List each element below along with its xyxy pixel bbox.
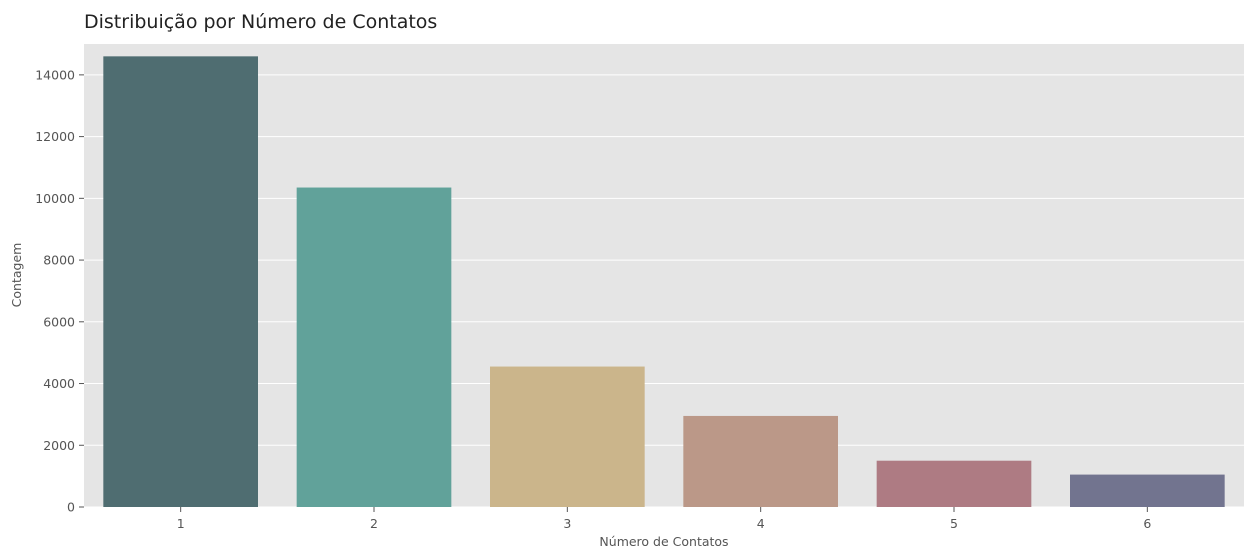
bar-1 bbox=[103, 56, 258, 507]
y-tick-label: 0 bbox=[67, 500, 75, 515]
x-tick-label: 5 bbox=[950, 516, 958, 531]
y-tick-label: 8000 bbox=[43, 253, 75, 268]
y-tick-label: 4000 bbox=[43, 376, 75, 391]
bars bbox=[103, 56, 1225, 507]
y-tick-label: 2000 bbox=[43, 438, 75, 453]
grid-lines bbox=[84, 74, 1244, 508]
y-tick-label: 6000 bbox=[43, 314, 75, 329]
bar-6 bbox=[1070, 474, 1225, 507]
y-tick-label: 12000 bbox=[35, 129, 75, 144]
x-tick-label: 1 bbox=[177, 516, 185, 531]
y-tick-label: 10000 bbox=[35, 191, 75, 206]
x-axis-label: Número de Contatos bbox=[599, 534, 728, 549]
bar-5 bbox=[876, 460, 1032, 507]
bar-4 bbox=[683, 415, 838, 507]
x-tick-label: 2 bbox=[370, 516, 378, 531]
chart-title: Distribuição por Número de Contatos bbox=[84, 11, 437, 33]
bar-3 bbox=[490, 366, 645, 507]
x-tick-label: 4 bbox=[757, 516, 765, 531]
x-tick-label: 3 bbox=[563, 516, 571, 531]
x-tick-label: 6 bbox=[1143, 516, 1151, 531]
y-tick-label: 14000 bbox=[35, 67, 75, 82]
y-axis-label: Contagem bbox=[9, 243, 24, 308]
bar-2 bbox=[296, 187, 452, 507]
x-axis-ticks: 1 2 3 4 5 6 bbox=[177, 507, 1151, 531]
plot-background bbox=[84, 44, 1244, 507]
y-axis-ticks: 0 2000 4000 6000 8000 10000 12000 14000 bbox=[35, 67, 84, 515]
